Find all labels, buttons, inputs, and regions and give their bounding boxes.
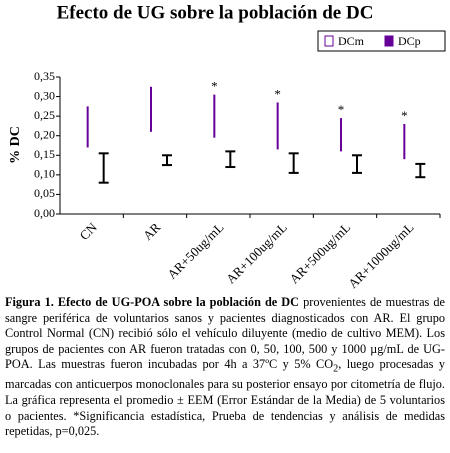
x-tick-label: AR+50ug/mL [164, 220, 226, 282]
y-axis-label: % DC [8, 126, 23, 164]
error-bar [288, 152, 299, 174]
y-tick-label: 0,25 [34, 108, 55, 122]
error-bar [352, 154, 362, 174]
significance-label: * [338, 102, 345, 117]
y-tick-label: 0,35 [34, 69, 55, 83]
y-tick-label: 0,20 [34, 127, 55, 141]
significance-label: * [274, 86, 281, 101]
x-tick-label: AR+1000ug/mL [345, 220, 416, 290]
x-tick-label: AR+100ug/mL [223, 220, 290, 287]
chart: Efecto de UG sobre la población de DC % … [8, 2, 446, 290]
x-tick-label: AR+500ug/mL [286, 220, 353, 287]
significance-label: * [401, 108, 408, 123]
y-tick-label: 0,30 [34, 88, 55, 102]
y-tick-label: 0,10 [34, 167, 55, 181]
y-tick-label: 0,15 [34, 147, 55, 161]
legend-label: DCp [398, 34, 421, 48]
caption: Figura 1. Efecto de UG-POA sobre la pobl… [5, 295, 445, 440]
error-bar [162, 154, 172, 167]
legend-box [317, 30, 446, 52]
x-tick-label: AR [140, 219, 164, 243]
legend-swatch [384, 35, 394, 47]
legend-swatch [324, 35, 334, 47]
error-bar [98, 152, 109, 184]
error-bar [415, 162, 426, 179]
caption-text: provenientes de muestras de sangre perif… [5, 295, 445, 372]
caption-bold: Efecto de UG-POA sobre la población de D… [57, 295, 300, 309]
legend-label: DCm [338, 34, 365, 48]
error-bar [225, 150, 236, 169]
chart-title: Efecto de UG sobre la población de DC [57, 2, 374, 23]
caption-label: Figura 1. [5, 295, 54, 309]
y-tick-label: 0,05 [34, 186, 55, 200]
caption-subscript: 2 [333, 363, 339, 375]
significance-label: * [211, 79, 218, 94]
caption-text: , luego procesadas y marcadas con anticu… [5, 357, 445, 439]
x-tick-label: CN [77, 219, 101, 243]
y-tick-label: 0,00 [34, 206, 55, 220]
